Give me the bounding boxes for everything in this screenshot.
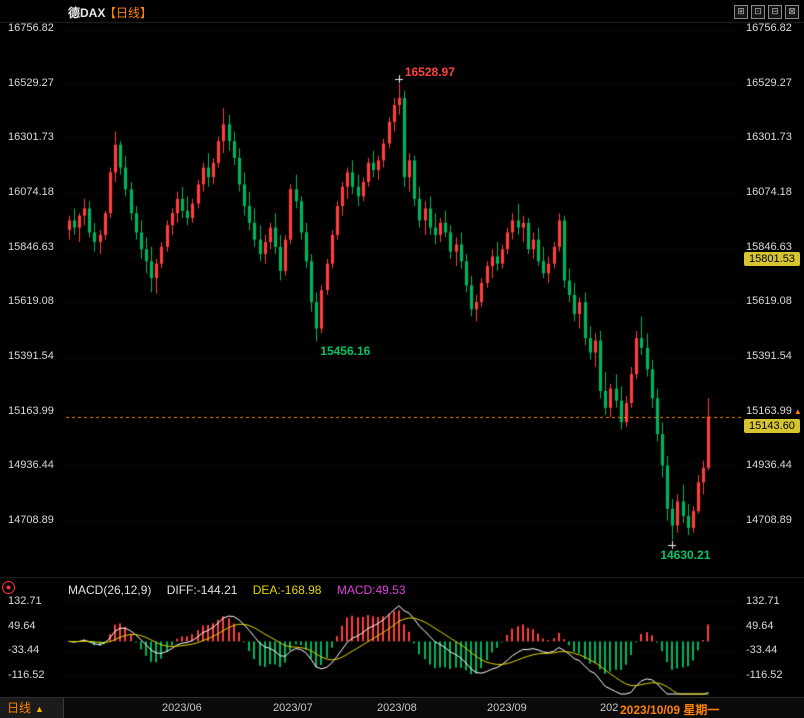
- price-axis-label-left: 15619.08: [8, 295, 54, 308]
- price-axis-label-left: 14936.44: [8, 459, 54, 472]
- high-price-annotation: 16528.97: [404, 64, 455, 79]
- price-axis-label-right: 15619.08: [746, 295, 792, 308]
- time-axis-month-label: 2023/09: [487, 702, 527, 714]
- price-axis-label-left: 14708.89: [8, 514, 54, 526]
- price-axis-label-left: 16529.27: [8, 76, 54, 89]
- july-low-annotation: 15456.16: [320, 344, 371, 359]
- current-date-label: 2023/10/09 星期一: [620, 703, 720, 717]
- macd-axis-label-left: 49.64: [8, 619, 36, 632]
- truncated-month-label: 202: [600, 702, 619, 714]
- macd-axis-label-left: 132.71: [8, 595, 42, 607]
- macd-axis-label-right: 132.71: [746, 595, 780, 607]
- window-controls: ⊞ ⊡ ⊟ ⊠: [734, 5, 799, 19]
- diff-value-label: DIFF:-144.21: [166, 583, 238, 597]
- minimize-icon[interactable]: ⊟: [768, 5, 782, 19]
- price-axis-label-right: 16756.82: [746, 22, 792, 34]
- price-axis-label-left: 15163.99: [8, 404, 54, 417]
- macd-value-label: MACD:49.53: [336, 583, 406, 597]
- price-alert-arrow-icon: ▲: [793, 406, 802, 416]
- macd-axis-label-right: 49.64: [746, 619, 774, 632]
- price-axis-label-right: 16529.27: [746, 76, 792, 89]
- macd-axis-label-right: -33.44: [746, 644, 778, 657]
- period-tag: 【日线】: [104, 6, 153, 20]
- macd-axis-label-left: -33.44: [8, 644, 40, 657]
- period-label: 日线: [7, 701, 32, 715]
- reference-price-tag: 15801.53: [744, 251, 800, 266]
- price-axis-label-left: 15391.54: [8, 350, 54, 362]
- close-icon[interactable]: ⊠: [785, 5, 799, 19]
- symbol-title: 德DAX: [68, 6, 106, 20]
- price-axis-label-right: 15391.54: [746, 350, 792, 362]
- macd-axis-label-left: -116.52: [8, 669, 45, 681]
- price-axis-label-right: 15846.63: [746, 240, 792, 253]
- price-axis-label-left: 15846.63: [8, 240, 54, 253]
- october-low-annotation: 14630.21: [660, 547, 711, 562]
- price-axis-label-right: 14936.44: [746, 459, 792, 472]
- alert-dot-icon[interactable]: [2, 581, 15, 594]
- price-axis-label-left: 16756.82: [8, 22, 54, 34]
- price-axis-label-left: 16301.73: [8, 131, 54, 144]
- title-bar: 德DAX 【日线】 ⊞ ⊡ ⊟ ⊠: [0, 0, 804, 22]
- time-axis-bar: 日线 ▲ 2023/06 2023/07 2023/08 2023/09 202 202…: [0, 697, 804, 718]
- price-axis-label-right: 15163.99 ▲: [746, 404, 802, 417]
- price-axis-label-right: 14708.89: [746, 514, 792, 526]
- period-up-arrow-icon: ▲: [35, 704, 44, 714]
- last-price-tag: 15143.60: [744, 418, 800, 433]
- price-axis-label-right: 16301.73: [746, 131, 792, 144]
- time-axis-month-label: 2023/08: [377, 702, 417, 714]
- macd-params-label: MACD(26,12,9): [68, 583, 152, 597]
- time-axis-month-label: 2023/06: [162, 702, 202, 714]
- time-axis-month-label: 2023/07: [273, 702, 313, 714]
- grid-icon[interactable]: ⊞: [734, 5, 748, 19]
- macd-axis-label-right: -116.52: [746, 669, 783, 681]
- period-selector[interactable]: 日线 ▲: [0, 698, 64, 718]
- restore-icon[interactable]: ⊡: [751, 5, 765, 19]
- dea-value-label: DEA:-168.98: [252, 583, 322, 597]
- price-axis-label-left: 16074.18: [8, 186, 54, 198]
- price-axis-label-right: 16074.18: [746, 186, 792, 198]
- macd-legend: MACD(26,12,9) DIFF:-144.21 DEA:-168.98 M…: [68, 583, 406, 597]
